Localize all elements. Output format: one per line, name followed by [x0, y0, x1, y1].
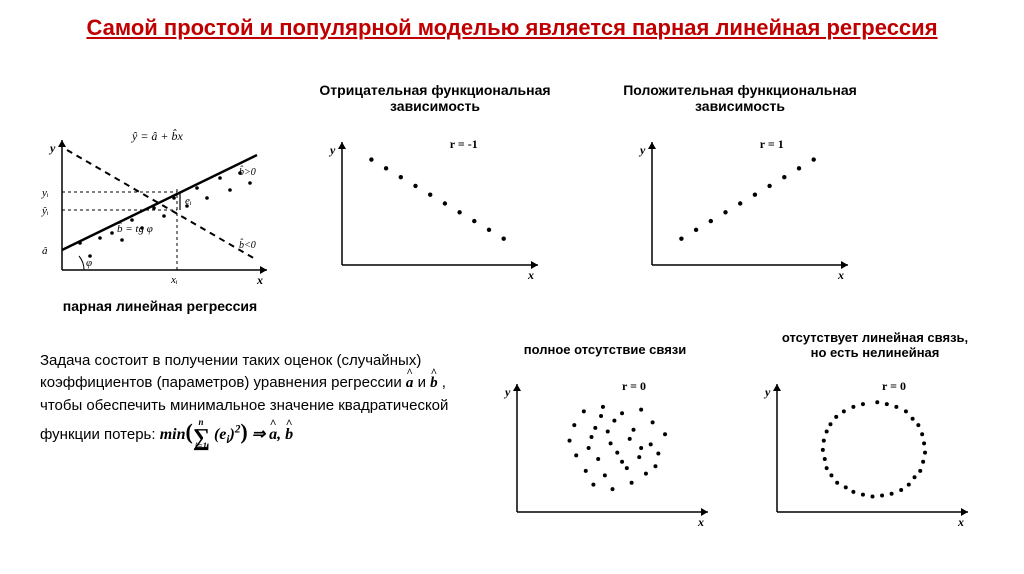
label-positive: Положительная функциональная зависимость	[600, 82, 880, 114]
label-pair-regression: парная линейная регрессия	[40, 298, 280, 314]
svg-text:y: y	[503, 385, 511, 399]
svg-text:r = 1: r = 1	[760, 137, 784, 151]
svg-text:b̂<0: b̂<0	[239, 238, 256, 251]
scatter-nonlinear: x y r = 0	[755, 370, 980, 530]
svg-text:y: y	[763, 385, 771, 399]
a-hat-inline: a	[406, 375, 414, 391]
label-no-relation: полное отсутствие связи	[490, 342, 720, 357]
svg-text:â: â	[42, 245, 48, 257]
page-title: Самой простой и популярной моделью являе…	[0, 0, 1024, 53]
regression-schematic: x y ŷ = â + b̂x xᵢ yᵢ ŷᵢ â eᵢ φ b̂>0 b̂<0 b̂ = tg φ	[30, 120, 285, 290]
svg-text:x: x	[697, 515, 704, 529]
problem-statement: Задача состоит в получении таких оценок …	[40, 350, 460, 456]
svg-text:φ: φ	[86, 257, 92, 269]
scatter-none: x y r = 0	[495, 370, 720, 530]
svg-text:b̂ = tg φ: b̂ = tg φ	[117, 222, 153, 235]
svg-text:ŷ = â + b̂x: ŷ = â + b̂x	[131, 129, 184, 143]
svg-text:r = 0: r = 0	[622, 379, 646, 393]
svg-text:x: x	[957, 515, 964, 529]
svg-text:ŷᵢ: ŷᵢ	[41, 205, 49, 217]
svg-text:x: x	[527, 268, 534, 282]
svg-text:x: x	[837, 268, 844, 282]
svg-text:yᵢ: yᵢ	[41, 187, 49, 199]
loss-formula: min(∑i=1n (ei)2) ⇒ a, b	[160, 426, 293, 443]
body-part-2: и	[418, 374, 431, 391]
svg-text:y: y	[328, 143, 336, 157]
svg-text:r = 0: r = 0	[882, 379, 906, 393]
b-hat-inline: b	[430, 375, 438, 391]
svg-text:y: y	[638, 143, 646, 157]
label-nonlinear: отсутствует линейная связь, но есть нели…	[740, 330, 1010, 360]
svg-text:x: x	[256, 273, 263, 287]
svg-text:b̂>0: b̂>0	[239, 165, 256, 178]
svg-text:xᵢ: xᵢ	[170, 274, 178, 286]
svg-text:y: y	[48, 141, 56, 155]
svg-text:eᵢ: eᵢ	[185, 195, 192, 207]
body-part-1: Задача состоит в получении таких оценок …	[40, 352, 421, 391]
scatter-positive: x y r = 1	[630, 128, 860, 283]
label-negative: Отрицательная функциональная зависимость	[305, 82, 565, 114]
svg-text:r = -1: r = -1	[450, 137, 478, 151]
scatter-negative: x y r = -1	[320, 128, 550, 283]
